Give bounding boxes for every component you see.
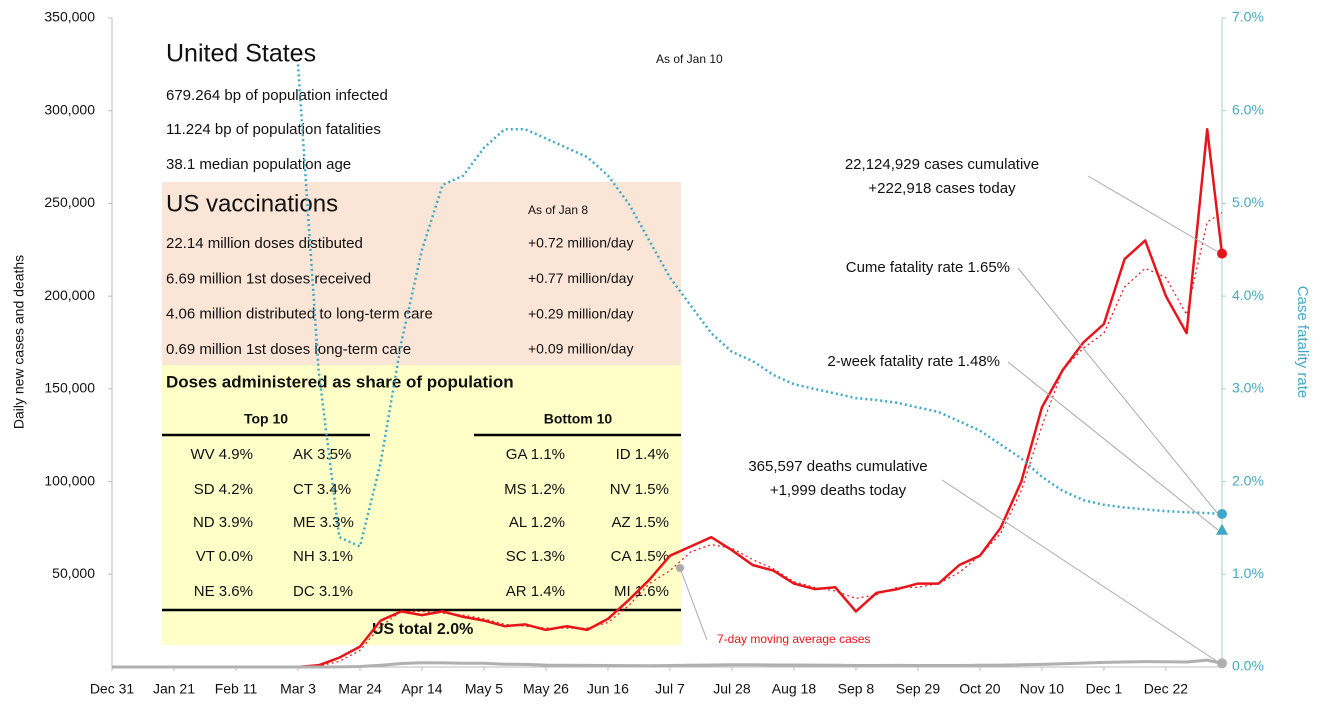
end-marker <box>1217 509 1227 520</box>
y2-tick-label: 3.0% <box>1232 380 1264 396</box>
bottom-state: NV 1.5% <box>610 481 669 498</box>
two-week-marker <box>1216 523 1228 535</box>
y-tick-label: 150,000 <box>44 380 95 396</box>
annotation: 365,597 deaths cumulative <box>748 458 927 475</box>
top-state: ME 3.3% <box>293 514 354 531</box>
bottom-state: AZ 1.5% <box>611 514 669 531</box>
bottom-state: MI 1.6% <box>614 583 669 600</box>
doses-title: Doses administered as share of populatio… <box>166 372 514 391</box>
y2-tick-label: 0.0% <box>1232 658 1264 674</box>
x-tick-label: Aug 18 <box>772 681 817 697</box>
end-marker <box>1217 248 1227 259</box>
bottom-state: ID 1.4% <box>616 446 669 463</box>
vacc-rate: +0.72 million/day <box>528 235 633 251</box>
x-tick-label: Sep 29 <box>896 681 941 697</box>
top-state: NE 3.6% <box>194 583 253 600</box>
vaccination-panel <box>162 182 681 365</box>
x-tick-label: Jun 16 <box>587 681 629 697</box>
bottom-header: Bottom 10 <box>544 411 613 427</box>
us-total: US total 2.0% <box>372 621 473 638</box>
leader-dot <box>676 564 684 572</box>
x-tick-label: Nov 10 <box>1020 681 1065 697</box>
x-tick-label: Mar 3 <box>280 681 316 697</box>
x-tick-label: Feb 11 <box>215 681 258 697</box>
series-line <box>296 64 1223 548</box>
y2-tick-label: 5.0% <box>1232 194 1264 210</box>
x-tick-label: Oct 20 <box>959 681 1000 697</box>
leader-line <box>1087 175 1219 253</box>
bottom-state: GA 1.1% <box>506 446 565 463</box>
leader-line <box>941 479 1219 663</box>
info-line: 38.1 median population age <box>166 156 351 173</box>
annotation: +222,918 cases today <box>868 180 1016 197</box>
vacc-rate: +0.77 million/day <box>528 270 633 286</box>
as-of: As of Jan 10 <box>656 52 723 66</box>
vacc-label: 4.06 million distributed to long-term ca… <box>166 306 433 323</box>
info-panel: United States 679.264 bp of population i… <box>162 40 723 638</box>
y-tick-label: 200,000 <box>44 287 95 303</box>
x-tick-label: Mar 24 <box>338 681 382 697</box>
y-tick-label: 300,000 <box>44 101 95 117</box>
y2-tick-label: 7.0% <box>1232 9 1264 25</box>
y2-tick-label: 2.0% <box>1232 472 1264 488</box>
vacc-as-of: As of Jan 8 <box>528 203 588 217</box>
doses-panel <box>162 365 681 645</box>
info-line: 11.224 bp of population fatalities <box>166 121 381 138</box>
vacc-rate: +0.29 million/day <box>528 305 633 321</box>
ma-label: 7-day moving average cases <box>717 632 870 646</box>
x-tick-label: Apr 14 <box>401 681 442 697</box>
top-state: VT 0.0% <box>196 548 253 565</box>
leader-line <box>1007 361 1219 531</box>
top-state: SD 4.2% <box>194 481 253 498</box>
bottom-state: AR 1.4% <box>506 583 565 600</box>
top-state: AK 3.5% <box>293 446 351 463</box>
info-title: United States <box>166 40 316 68</box>
vacc-label: 6.69 million 1st doses received <box>166 270 371 287</box>
x-tick-label: Jul 7 <box>655 681 685 697</box>
annotation: Cume fatality rate 1.65% <box>846 259 1010 276</box>
bottom-state: AL 1.2% <box>509 514 565 531</box>
x-tick-label: Jul 28 <box>713 681 751 697</box>
end-marker <box>1217 658 1227 669</box>
x-tick-label: May 26 <box>523 681 569 697</box>
x-tick-label: Sep 8 <box>838 681 875 697</box>
top-state: ND 3.9% <box>193 514 253 531</box>
y-tick-label: 100,000 <box>44 472 95 488</box>
y2-tick-label: 1.0% <box>1232 565 1264 581</box>
y2-axis-label: Case fatality rate <box>1294 286 1311 399</box>
annotation: +1,999 deaths today <box>770 482 907 499</box>
y-tick-label: 250,000 <box>44 194 95 210</box>
y-tick-label: 50,000 <box>52 565 95 581</box>
x-tick-label: Dec 31 <box>90 681 135 697</box>
info-line: 679.264 bp of population infected <box>166 87 388 104</box>
vacc-rate: +0.09 million/day <box>528 341 633 357</box>
annotation: 2-week fatality rate 1.48% <box>827 353 1000 370</box>
x-tick-label: Jan 21 <box>153 681 195 697</box>
x-tick-label: Dec 22 <box>1144 681 1189 697</box>
top-state: CT 3.4% <box>293 481 351 498</box>
y-tick-label: 350,000 <box>44 9 95 25</box>
y2-tick-label: 4.0% <box>1232 287 1264 303</box>
top-state: WV 4.9% <box>190 446 253 463</box>
vacc-title: US vaccinations <box>166 190 338 217</box>
leader-line <box>1017 267 1219 515</box>
series-line <box>112 658 1223 669</box>
top-state: DC 3.1% <box>293 583 353 600</box>
y-axis-label: Daily new cases and deaths <box>11 255 27 429</box>
x-tick-label: May 5 <box>465 681 503 697</box>
bottom-state: MS 1.2% <box>504 481 565 498</box>
bottom-state: CA 1.5% <box>611 548 669 565</box>
vacc-label: 0.69 million 1st doses long-term care <box>166 341 411 358</box>
top-header: Top 10 <box>244 411 288 427</box>
top-state: NH 3.1% <box>293 548 353 565</box>
y2-tick-label: 6.0% <box>1232 101 1264 117</box>
x-tick-label: Dec 1 <box>1086 681 1123 697</box>
vacc-label: 22.14 million doses distibuted <box>166 235 363 252</box>
leader-line <box>679 567 708 641</box>
bottom-state: SC 1.3% <box>506 548 565 565</box>
annotation: 22,124,929 cases cumulative <box>845 156 1039 173</box>
